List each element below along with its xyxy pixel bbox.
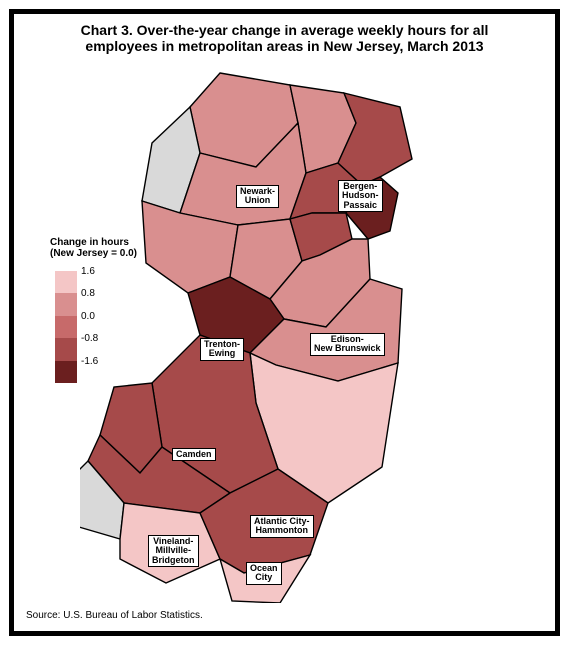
- camden-label: Camden: [172, 448, 216, 461]
- edison-new-brunswick-label: Edison- New Brunswick: [310, 333, 385, 356]
- ocean-city-label: Ocean City: [246, 562, 282, 585]
- legend-swatch-4: [55, 361, 77, 383]
- atlantic-city-label: Atlantic City- Hammonton: [250, 515, 314, 538]
- legend-swatch-2: [55, 316, 77, 338]
- legend-swatch-1: [55, 293, 77, 315]
- bergen-hudson-passaic-label: Bergen- Hudson- Passaic: [338, 180, 383, 212]
- legend-bar: [55, 271, 77, 383]
- region-bergen: [338, 93, 412, 185]
- legend-swatch-0: [55, 271, 77, 293]
- title-line2: employees in metropolitan areas in New J…: [85, 38, 483, 54]
- source-text: Source: U.S. Bureau of Labor Statistics.: [26, 610, 203, 621]
- vineland-label: Vineland- Millville- Bridgeton: [148, 535, 199, 567]
- trenton-ewing-label: Trenton- Ewing: [200, 338, 244, 361]
- chart-frame: Chart 3. Over-the-year change in average…: [0, 0, 569, 645]
- legend-swatch-3: [55, 338, 77, 360]
- newark-union-label: Newark- Union: [236, 185, 279, 208]
- title-line1: Chart 3. Over-the-year change in average…: [81, 22, 489, 38]
- chart-title: Chart 3. Over-the-year change in average…: [20, 22, 549, 54]
